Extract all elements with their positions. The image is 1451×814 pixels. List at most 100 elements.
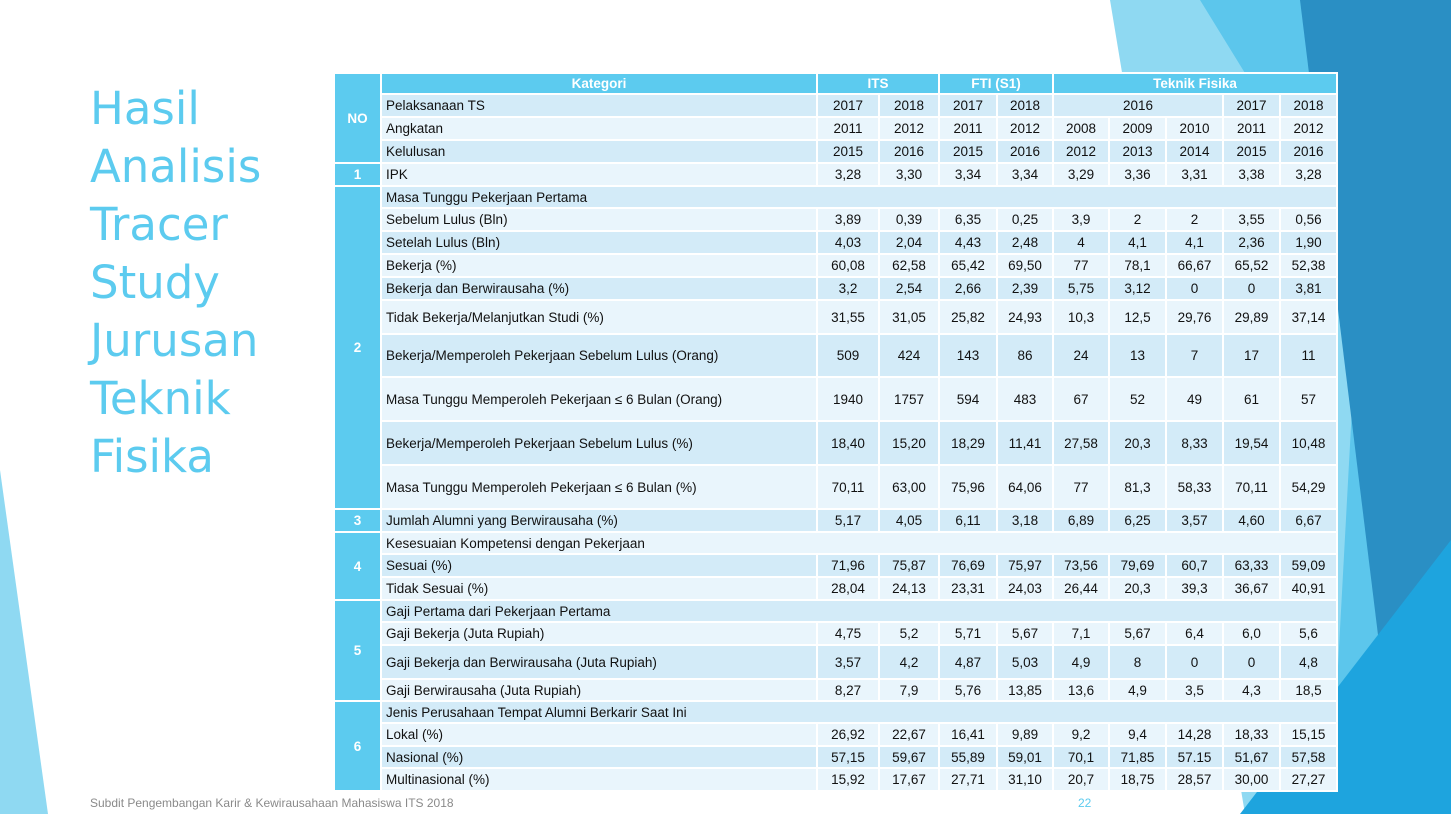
cell: 70,11 [1222, 464, 1281, 510]
cell: 1757 [878, 376, 940, 422]
cell: 2,04 [878, 230, 940, 255]
cell: 7,9 [878, 678, 940, 702]
cell: 594 [938, 376, 998, 422]
cell: 27,71 [938, 767, 998, 792]
row-label: Masa Tunggu Pekerjaan Pertama [380, 185, 1338, 209]
table-row: Sesuai (%) 71,96 75,87 76,69 75,97 73,56 79,69… [334, 553, 1338, 578]
cell: 17 [1222, 333, 1281, 378]
cell: 0,39 [878, 207, 940, 232]
cell: 59,67 [878, 745, 940, 769]
title-line: Jurusan [90, 314, 259, 367]
table-row: Sebelum Lulus (Bln) 3,89 0,39 6,35 0,25 3,9 2 2… [334, 207, 1338, 232]
cell: 5,75 [1052, 276, 1110, 301]
cell: 3,2 [816, 276, 880, 301]
cell: 71,85 [1108, 745, 1167, 769]
cell: 3,28 [1279, 162, 1338, 187]
cell: 9,2 [1052, 722, 1110, 747]
cell: 1940 [816, 376, 880, 422]
cell: 509 [816, 333, 880, 378]
cell: 4,03 [816, 230, 880, 255]
row-number: 6 [333, 700, 382, 792]
cell: 6,89 [1052, 508, 1110, 533]
cell: 3,57 [816, 644, 880, 680]
cell: 57,58 [1279, 745, 1338, 769]
cell: 28,04 [816, 576, 880, 601]
table-row: Multinasional (%) 15,92 17,67 27,71 31,10 20,… [334, 767, 1338, 792]
cell: 3,81 [1279, 276, 1338, 301]
title-line: Teknik [90, 372, 231, 425]
cell: 63,00 [878, 464, 940, 510]
cell: 14,28 [1165, 722, 1224, 747]
cell: 2010 [1165, 116, 1224, 141]
slide-footer: Subdit Pengembangan Karir & Kewirausahaa… [90, 796, 454, 810]
cell: 9,4 [1108, 722, 1167, 747]
section-row: 2 Masa Tunggu Pekerjaan Pertama [333, 185, 1338, 510]
cell: 2018 [878, 93, 940, 118]
cell: 73,56 [1052, 553, 1110, 578]
cell: 0 [1165, 644, 1224, 680]
row-label: Tidak Bekerja/Melanjutkan Studi (%) [380, 299, 818, 335]
table-row: Gaji Bekerja (Juta Rupiah) 4,75 5,2 5,71 5,6… [334, 621, 1338, 646]
table-row: Bekerja dan Berwirausaha (%) 3,2 2,54 2,66 2… [334, 276, 1338, 301]
cell: 65,42 [938, 253, 998, 278]
cell: 15,20 [878, 420, 940, 466]
cell: 23,31 [938, 576, 998, 601]
table-row: Setelah Lulus (Bln) 4,03 2,04 4,43 2,48 4 4,1 4… [334, 230, 1338, 255]
cell: 13,6 [1052, 678, 1110, 702]
cell: 4,43 [938, 230, 998, 255]
cell: 59,01 [996, 745, 1054, 769]
cell: 0 [1165, 276, 1224, 301]
cell: 57.15 [1165, 745, 1224, 769]
cell: 66,67 [1165, 253, 1224, 278]
cell: 18,40 [816, 420, 880, 466]
cell: 3,89 [816, 207, 880, 232]
cell: 51,67 [1222, 745, 1281, 769]
cell: 143 [938, 333, 998, 378]
cell: 3,29 [1052, 162, 1110, 187]
cell: 28,57 [1165, 767, 1224, 792]
cell: 22,67 [878, 722, 940, 747]
cell: 26,44 [1052, 576, 1110, 601]
cell: 59,09 [1279, 553, 1338, 578]
cell: 2,48 [996, 230, 1054, 255]
cell: 3,31 [1165, 162, 1224, 187]
table-row: Tidak Bekerja/Melanjutkan Studi (%) 31,55… [334, 299, 1338, 335]
cell: 4,60 [1222, 508, 1281, 533]
cell: 4,05 [878, 508, 940, 533]
cell: 15,92 [816, 767, 880, 792]
cell: 15,15 [1279, 722, 1338, 747]
title-line: Tracer [90, 198, 228, 251]
cell: 0,56 [1279, 207, 1338, 232]
cell: 2015 [816, 139, 880, 164]
cell: 18,33 [1222, 722, 1281, 747]
row-label: Masa Tunggu Memperoleh Pekerjaan ≤ 6 Bul… [380, 464, 818, 510]
cell: 57 [1279, 376, 1338, 422]
cell: 67 [1052, 376, 1110, 422]
cell: 63,33 [1222, 553, 1281, 578]
cell: 4,87 [938, 644, 998, 680]
header-row: NO Kategori ITS FTI (S1) Teknik Fisika [333, 72, 1338, 164]
row-kelulusan: Kelulusan 2015 2016 2015 2016 2012 2013 2014 20… [334, 139, 1338, 164]
cell: 77 [1052, 464, 1110, 510]
cell: 2017 [1222, 93, 1281, 118]
cell: 6,4 [1165, 621, 1224, 646]
cell: 2015 [1222, 139, 1281, 164]
cell: 20,3 [1108, 576, 1167, 601]
cell: 58,33 [1165, 464, 1224, 510]
cell: 11 [1279, 333, 1338, 378]
row-number: 2 [333, 185, 382, 510]
cell: 78,1 [1108, 253, 1167, 278]
title-line: Study [90, 256, 220, 309]
tracer-study-table: NO Kategori ITS FTI (S1) Teknik Fisika P… [333, 72, 1338, 792]
cell: 30,00 [1222, 767, 1281, 792]
cell: 7 [1165, 333, 1224, 378]
cell: 5,6 [1279, 621, 1338, 646]
cell: 31,55 [816, 299, 880, 335]
row-label: Multinasional (%) [380, 767, 818, 792]
cell: 18,29 [938, 420, 998, 466]
row-label: Setelah Lulus (Bln) [380, 230, 818, 255]
cell: 62,58 [878, 253, 940, 278]
table-row: Masa Tunggu Memperoleh Pekerjaan ≤ 6 Bul… [334, 376, 1338, 422]
cell: 75,96 [938, 464, 998, 510]
cell: 27,27 [1279, 767, 1338, 792]
